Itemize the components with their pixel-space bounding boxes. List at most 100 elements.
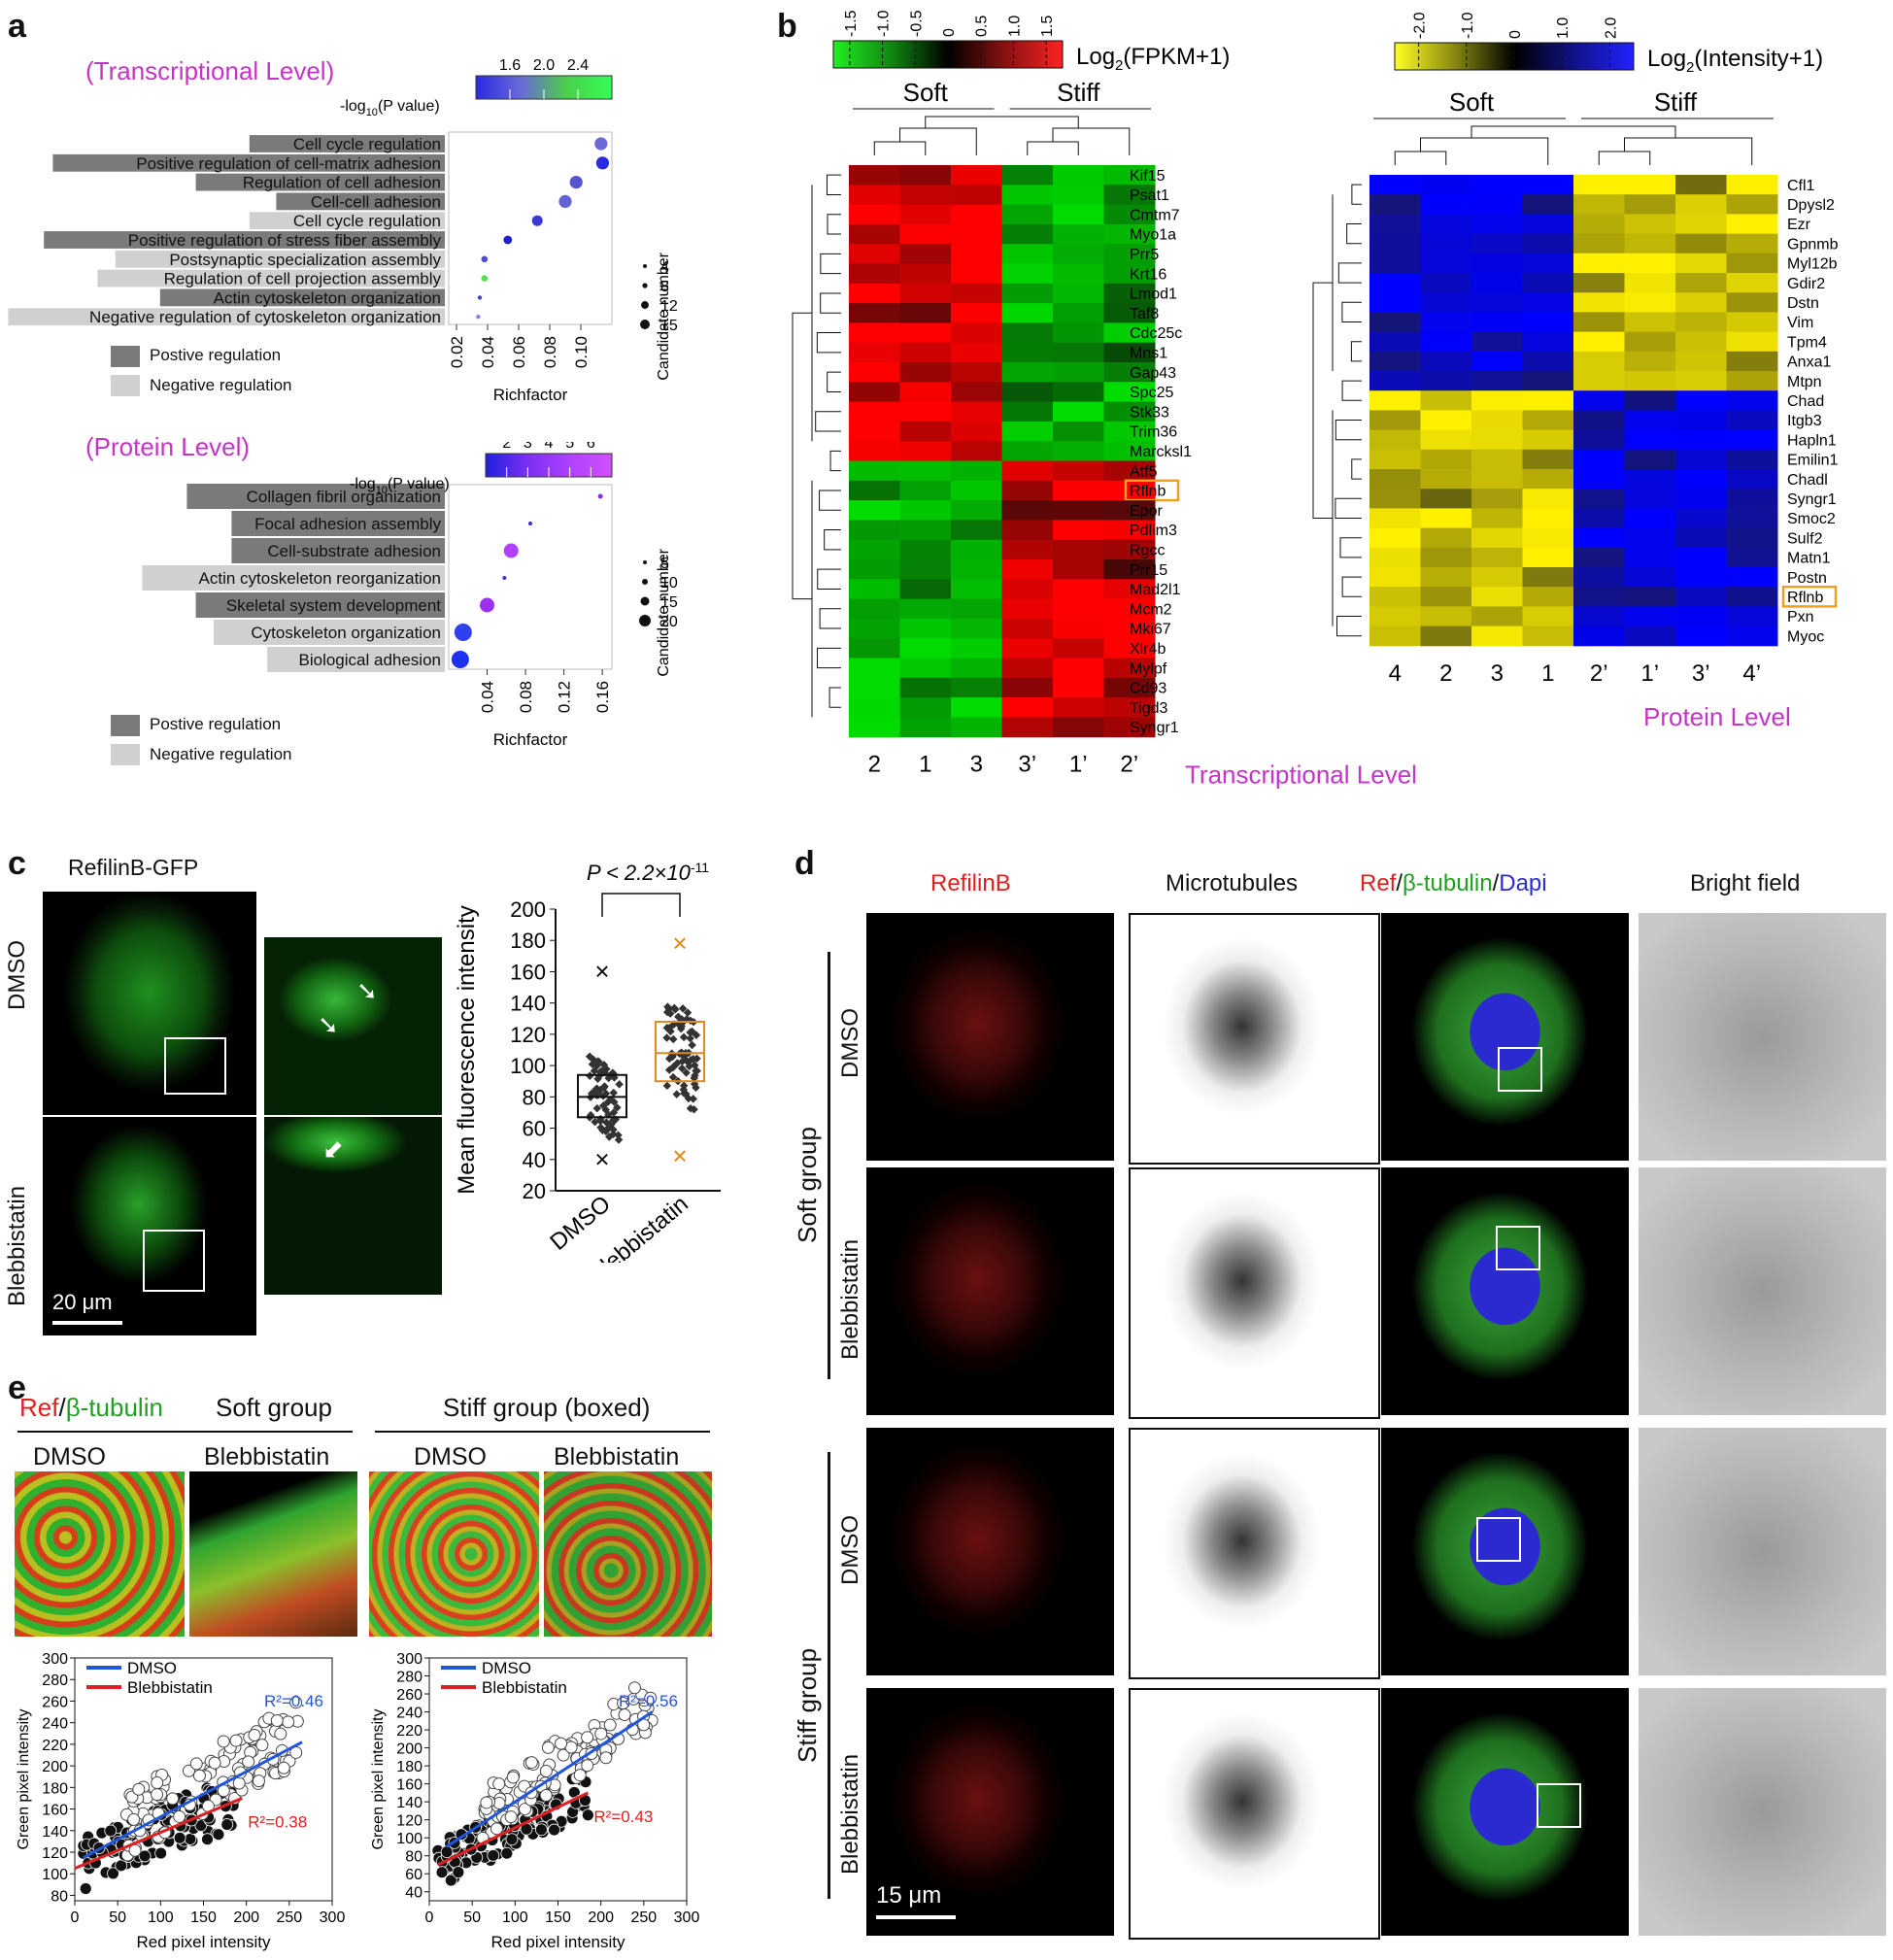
heatmap-cell	[1573, 625, 1625, 647]
y-tick-label: 80	[51, 1888, 68, 1905]
heatmap-cell	[1103, 283, 1156, 304]
dmso-point	[252, 1774, 265, 1788]
x-tick-label: 0.06	[510, 336, 528, 368]
heatmap-row-label: Gpnmb	[1787, 236, 1839, 253]
y-tick-label: 100	[396, 1831, 423, 1847]
y-tick-label: 220	[42, 1738, 68, 1754]
heatmap-cell	[951, 460, 1002, 482]
heatmap-col-label: 3	[1491, 660, 1504, 687]
heatmap-cell	[1726, 351, 1778, 372]
heatmap-cell	[1522, 194, 1574, 215]
category-label: Cytoskeleton organization	[251, 624, 441, 642]
r2-bleb: R²=0.43	[593, 1808, 653, 1826]
y-tick-label: 60	[405, 1867, 423, 1883]
arrow-icon: ➘	[318, 1010, 339, 1039]
heatmap-cell	[1624, 567, 1676, 588]
candidate-number-label: Candidate number	[656, 548, 672, 676]
heatmap-cell	[1471, 547, 1523, 568]
size-legend-label: 5	[660, 556, 669, 572]
e-stiff-group: Stiff group (boxed)	[443, 1393, 651, 1422]
category-band	[214, 620, 445, 645]
heatmap-row-label: Matn1	[1787, 551, 1831, 567]
heatmap-row-label: Stk33	[1130, 404, 1169, 421]
heatmap-cell	[1675, 253, 1727, 274]
bleb-point	[548, 1823, 560, 1837]
category-band	[186, 484, 445, 509]
bleb-fit-line	[74, 1797, 243, 1871]
heatmap-cell	[1675, 273, 1727, 293]
dmso-point	[128, 1843, 142, 1857]
heatmap-cell	[849, 303, 900, 323]
heatmap-cell	[1001, 579, 1054, 600]
x-tick-label: 0.04	[479, 336, 497, 368]
blebbistatin-row-label: Blebbistatin	[4, 1185, 30, 1306]
heatmap-cell	[1420, 449, 1472, 470]
heatmap-cell	[1624, 606, 1676, 627]
x-tick-label: 0.04	[479, 681, 497, 713]
category-band	[8, 308, 446, 326]
dmso-point	[151, 1788, 164, 1802]
heatmap-cell	[1001, 697, 1054, 718]
heatmap-cell	[1001, 244, 1054, 264]
heatmap-cell	[1103, 520, 1156, 541]
category-label: Postsynaptic specialization assembly	[169, 251, 441, 269]
heatmap-cell	[1103, 165, 1156, 186]
heatmap-cell	[1675, 489, 1727, 509]
heatmap-cell	[849, 598, 900, 620]
dmso-point	[127, 1812, 141, 1826]
heatmap-cell	[1103, 677, 1156, 698]
soft-group-bar	[828, 952, 830, 1379]
heatmap-row-label: Itgb3	[1787, 413, 1822, 429]
heatmap-cell	[1522, 527, 1574, 549]
heatmap-cell	[951, 618, 1002, 639]
e-stiff-rule	[375, 1431, 710, 1433]
heatmap-row-label: Taf8	[1130, 306, 1159, 322]
heatmap-cell	[1522, 390, 1574, 411]
panel-label-a: a	[8, 8, 26, 45]
category-band	[97, 269, 446, 287]
heatmap-cell	[899, 421, 952, 442]
heatmap-cell	[849, 244, 900, 264]
heatmap-cell	[1053, 322, 1104, 344]
data-point	[601, 1127, 611, 1136]
heatmap-cell	[1001, 480, 1054, 501]
heatmap-cell	[899, 223, 952, 245]
heatmap-cell	[1103, 401, 1156, 422]
dmso-point	[274, 1727, 287, 1740]
heatmap-cell	[1103, 204, 1156, 225]
heatmap-cell	[1675, 194, 1727, 215]
heatmap-cell	[1573, 175, 1625, 195]
group-label: Soft	[1449, 87, 1495, 117]
data-point	[615, 1080, 624, 1089]
colorbar-tick-label: 2.0	[1603, 17, 1619, 39]
e-ref-label: Ref/β-tubulin	[19, 1393, 163, 1423]
chart-title: P < 2.2×10-11	[587, 860, 709, 885]
category-band	[195, 592, 445, 618]
heatmap-row-label: Rflnb	[1130, 484, 1166, 500]
heatmap-cell	[899, 362, 952, 383]
bleb-point	[138, 1849, 152, 1863]
heatmap-cell	[951, 362, 1002, 383]
heatmap-cell	[1001, 165, 1054, 186]
heatmap-cell	[951, 697, 1002, 718]
heatmap-cell	[1420, 194, 1472, 215]
x-axis-label: Red pixel intensity	[491, 1933, 625, 1951]
heatmap-cell	[849, 322, 900, 344]
heatmap-cell	[1522, 292, 1574, 313]
colorbar-tick-label: 2	[502, 442, 511, 452]
heatmap-cell	[1001, 658, 1054, 679]
heatmap-cell	[1726, 253, 1778, 274]
size-legend-label: 20	[660, 614, 678, 630]
heatmap-cell	[1675, 331, 1727, 353]
heatmap-cell	[1053, 460, 1104, 482]
dmso-point	[599, 1751, 613, 1765]
heatmap-cell	[1624, 390, 1676, 411]
heatmap-cell	[1573, 194, 1625, 215]
merge-image	[1381, 1167, 1629, 1415]
dmso-point	[480, 1796, 493, 1809]
stiff-dmso-label: DMSO	[837, 1515, 863, 1585]
heatmap-cell	[849, 520, 900, 541]
heatmap-cell	[1103, 421, 1156, 442]
go-point	[503, 235, 513, 245]
pvalue-label: -log10(P value)	[350, 476, 450, 496]
